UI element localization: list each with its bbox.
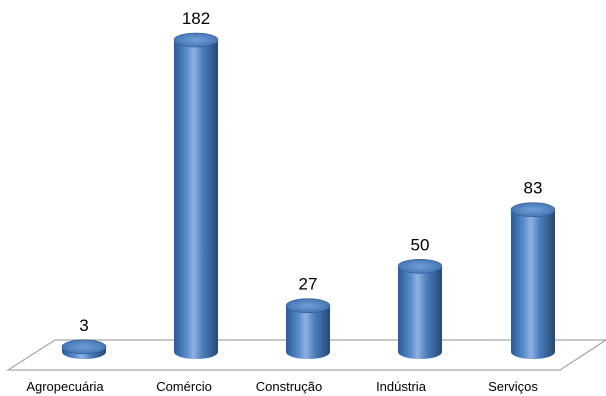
bar-industria [397,258,443,359]
bar-comercio [173,32,219,359]
value-label-servicos: 83 [524,179,543,198]
category-labels-group: Agropecuária Comércio Construção Indústria S… [26,379,538,394]
category-label-comercio: Comércio [156,379,212,394]
bar-servicos [510,202,556,359]
category-label-agropecuaria: Agropecuária [26,379,104,394]
bar-top-industria [397,258,443,274]
category-label-construcao: Construção [256,379,322,394]
value-label-agropecuaria: 3 [79,316,88,335]
bar-body-servicos [511,209,555,359]
category-label-servicos: Serviços [488,379,538,394]
bar-agropecuaria [61,339,107,359]
bar-top-servicos [510,202,556,218]
value-label-construcao: 27 [299,275,318,294]
bar-top-construcao [285,298,331,314]
bar-top-agropecuaria [61,339,107,355]
bar-body-industria [398,266,442,359]
value-label-comercio: 182 [182,9,210,28]
bar-top-comercio [173,32,219,48]
value-label-industria: 50 [411,235,430,254]
bars-group [61,32,556,359]
bar-body-comercio [174,40,218,359]
bar-body-construcao [286,305,330,359]
category-label-industria: Indústria [376,379,427,394]
bar-construcao [285,298,331,359]
value-labels-group: 3 182 27 50 83 [79,9,542,335]
